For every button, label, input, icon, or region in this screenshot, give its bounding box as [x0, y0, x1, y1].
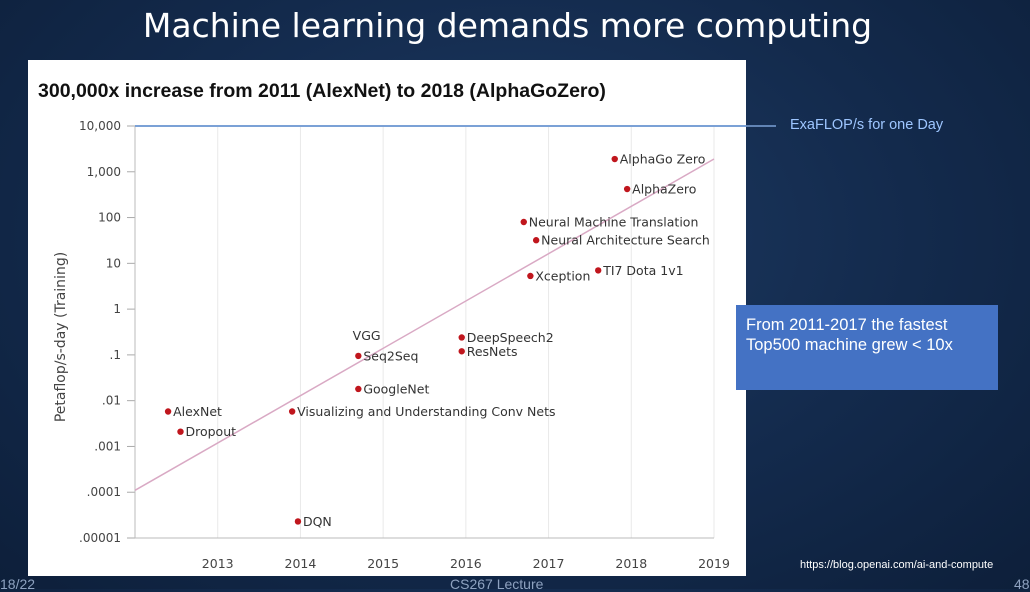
- x-tick-label: 2019: [698, 556, 730, 571]
- footer-page-number: 48: [1014, 576, 1030, 592]
- data-point: [611, 155, 618, 163]
- data-point: [520, 218, 527, 226]
- data-point: [595, 267, 602, 274]
- y-tick-label: 10,000: [79, 119, 121, 133]
- point-label: AlphaGo Zero: [620, 152, 706, 167]
- chart-plot: 2013 2014 2015 2016 2017 2018 2019 10,000 1,000 1…: [53, 119, 746, 571]
- y-tick-label: .0001: [87, 485, 121, 499]
- data-point: [527, 272, 534, 280]
- data-point: [294, 518, 302, 525]
- point-label: Seq2Seq: [363, 348, 418, 363]
- point-label: Neural Machine Translation: [529, 214, 699, 229]
- point-label: VGG: [353, 328, 381, 343]
- x-tick-label: 2018: [615, 556, 647, 571]
- source-link[interactable]: https://blog.openai.com/ai-and-compute: [800, 559, 994, 571]
- trend-line: [134, 158, 715, 491]
- x-tick-label: 2015: [367, 556, 399, 571]
- data-point: [164, 408, 172, 415]
- y-tick-label: 1: [113, 302, 121, 316]
- chart-panel: 2013 2014 2015 2016 2017 2018 2019 10,000 1,000 1…: [28, 60, 746, 576]
- x-tick-label: 2016: [450, 556, 482, 571]
- footer-date: 18/22: [0, 576, 36, 592]
- point-label: ResNets: [467, 344, 518, 359]
- point-label: AlphaZero: [632, 182, 696, 197]
- point-label: Neural Architecture Search: [541, 233, 710, 248]
- top500-callout: From 2011-2017 the fastest Top500 machin…: [736, 305, 998, 390]
- point-label: AlexNet: [173, 404, 222, 419]
- y-tick-label: 1,000: [87, 165, 121, 179]
- data-point: [288, 408, 296, 415]
- y-tick-label: .00001: [79, 531, 121, 545]
- data-point: [623, 185, 631, 193]
- x-tick-label: 2013: [202, 556, 234, 571]
- point-label: Visualizing and Understanding Conv Nets: [297, 404, 555, 419]
- y-tick-label: .001: [94, 439, 121, 453]
- data-point: [355, 352, 362, 360]
- data-point: [458, 348, 465, 355]
- y-tick-label: 100: [98, 211, 121, 225]
- slide-title: Machine learning demands more computing: [142, 6, 873, 45]
- y-tick-label: .01: [102, 394, 121, 408]
- point-label: GoogleNet: [363, 381, 429, 396]
- point-label: Xception: [535, 268, 590, 283]
- data-point: [355, 385, 362, 393]
- point-label: DeepSpeech2: [467, 330, 554, 345]
- y-tick-label: 10: [106, 256, 121, 270]
- chart-title: 300,000x increase from 2011 (AlexNet) to…: [38, 80, 606, 102]
- y-axis-label: Petaflop/s-day (Training): [53, 252, 69, 422]
- data-point: [532, 237, 540, 244]
- data-point: [177, 428, 184, 435]
- point-label: TI7 Dota 1v1: [602, 263, 683, 278]
- x-tick-label: 2014: [285, 556, 317, 571]
- point-label: Dropout: [185, 424, 236, 439]
- y-tick-label: .1: [110, 348, 121, 362]
- exaflop-callout: ExaFLOP/s for one Day: [790, 117, 944, 133]
- data-point: [458, 334, 465, 341]
- x-tick-label: 2017: [533, 556, 565, 571]
- footer-course: CS267 Lecture: [450, 576, 544, 592]
- point-label: DQN: [303, 514, 332, 529]
